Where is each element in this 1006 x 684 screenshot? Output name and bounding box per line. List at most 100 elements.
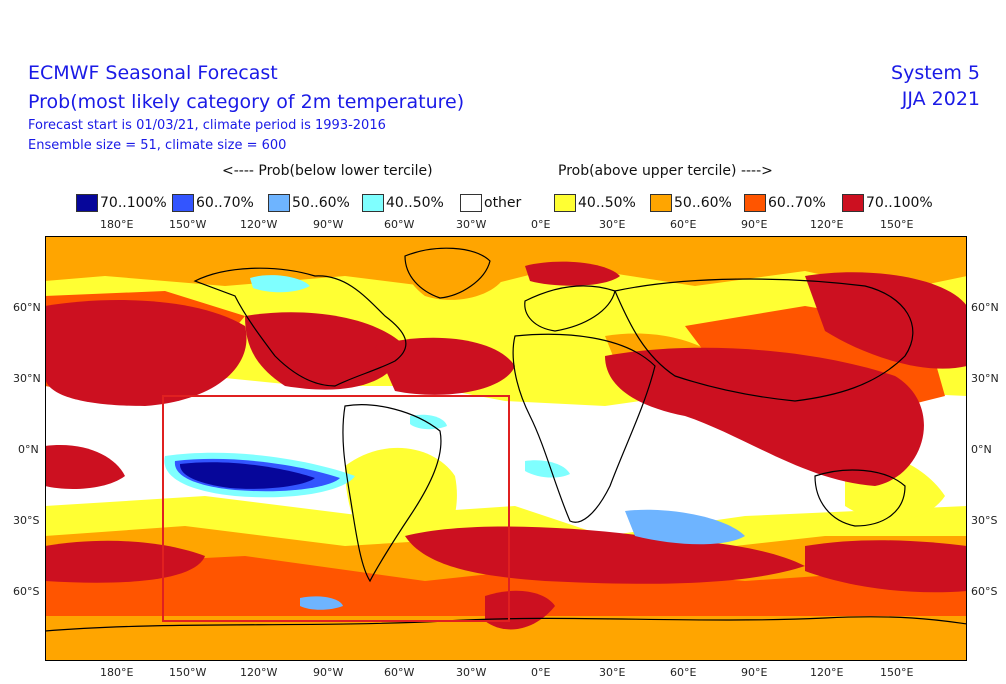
lon-label-bottom: 30°E <box>599 666 626 679</box>
lat-label-left: 30°N <box>13 372 41 385</box>
lat-label-left: 60°S <box>13 585 40 598</box>
anomaly-region <box>805 540 967 593</box>
legend-label: 60..70% <box>768 195 826 211</box>
legend-item: other <box>460 194 521 212</box>
lon-label-bottom: 120°E <box>810 666 844 679</box>
anomaly-region <box>405 526 805 584</box>
lon-label-bottom: 150°W <box>169 666 207 679</box>
lon-label-top: 150°E <box>880 218 914 231</box>
anomaly-region <box>605 347 924 486</box>
legend-item: 70..100% <box>76 194 167 212</box>
legend-item: 60..70% <box>744 194 826 212</box>
coastline-asia <box>614 278 914 402</box>
coastline-south-america <box>342 404 442 583</box>
lon-label-bottom: 180°E <box>100 666 134 679</box>
anomaly-region <box>250 275 310 293</box>
lon-label-top: 60°E <box>670 218 697 231</box>
anomaly-region <box>525 261 620 286</box>
legend-swatch <box>744 194 766 212</box>
lat-label-right: 0°N <box>971 443 992 456</box>
legend-label: 50..60% <box>674 195 732 211</box>
legend-label: 50..60% <box>292 195 350 211</box>
lat-label-right: 60°N <box>971 301 999 314</box>
lon-label-top: 0°E <box>531 218 551 231</box>
anomaly-region <box>375 337 515 395</box>
legend-swatch <box>650 194 672 212</box>
forecast-map <box>45 236 967 661</box>
lat-label-left: 60°N <box>13 301 41 314</box>
anomaly-region <box>525 460 570 478</box>
legend-label: 40..50% <box>386 195 444 211</box>
chart-subtitle: Prob(most likely category of 2m temperat… <box>28 91 465 113</box>
anomaly-region <box>45 540 205 583</box>
lon-label-bottom: 60°W <box>384 666 415 679</box>
lon-label-top: 30°W <box>456 218 487 231</box>
legend-swatch <box>842 194 864 212</box>
map-canvas <box>45 236 967 661</box>
anomaly-region <box>625 509 745 545</box>
legend-swatch <box>268 194 290 212</box>
legend-swatch <box>362 194 384 212</box>
legend-item: 70..100% <box>842 194 933 212</box>
lon-label-bottom: 60°E <box>670 666 697 679</box>
coastline-australia <box>814 469 906 527</box>
lon-label-top: 180°E <box>100 218 134 231</box>
anomaly-region <box>805 272 967 369</box>
lon-label-top: 30°E <box>599 218 626 231</box>
legend-label: other <box>484 195 522 211</box>
legend-label: 70..100% <box>866 195 933 211</box>
lat-label-right: 30°N <box>971 372 999 385</box>
highlight-box <box>162 395 510 622</box>
map-frame <box>45 236 967 661</box>
lon-label-bottom: 120°W <box>240 666 278 679</box>
anomaly-region <box>179 462 315 489</box>
anomaly-region <box>300 596 343 610</box>
coastline-greenland <box>404 247 491 299</box>
chart-title: ECMWF Seasonal Forecast <box>28 62 278 84</box>
legend-item: 40..50% <box>554 194 636 212</box>
lon-label-top: 90°E <box>741 218 768 231</box>
lon-label-top: 120°W <box>240 218 278 231</box>
anomaly-region <box>245 312 405 390</box>
lon-label-bottom: 0°E <box>531 666 551 679</box>
legend-swatch <box>76 194 98 212</box>
anomaly-layer-70-100-above <box>45 261 967 630</box>
anomaly-region <box>45 556 967 616</box>
lat-label-right: 30°S <box>971 514 998 527</box>
lon-label-bottom: 30°W <box>456 666 487 679</box>
legend-above-header: Prob(above upper tercile) ----> <box>558 163 773 179</box>
lon-label-top: 60°W <box>384 218 415 231</box>
lon-label-bottom: 90°W <box>313 666 344 679</box>
legend-item: 50..60% <box>268 194 350 212</box>
season-label: JJA 2021 <box>901 88 980 110</box>
legend-item: 50..60% <box>650 194 732 212</box>
lon-label-top: 90°W <box>313 218 344 231</box>
anomaly-region <box>406 248 505 300</box>
coastline-africa <box>512 333 656 523</box>
coastline-antarctica <box>45 616 967 632</box>
legend-label: 70..100% <box>100 195 167 211</box>
lon-label-bottom: 150°E <box>880 666 914 679</box>
anomaly-region <box>485 590 555 630</box>
anomaly-region <box>45 445 125 489</box>
legend-label: 40..50% <box>578 195 636 211</box>
legend-swatch <box>554 194 576 212</box>
anomaly-layer-below <box>164 275 745 610</box>
coastlines <box>45 247 967 632</box>
system-label: System 5 <box>891 62 980 84</box>
legend-swatch <box>460 194 482 212</box>
legend-below-header: <---- Prob(below lower tercile) <box>222 163 433 179</box>
coastline-north-america <box>193 267 407 387</box>
lat-label-left: 0°N <box>18 443 39 456</box>
lon-label-bottom: 90°E <box>741 666 768 679</box>
forecast-info: Forecast start is 01/03/21, climate peri… <box>28 118 386 133</box>
legend-swatch <box>172 194 194 212</box>
legend-item: 40..50% <box>362 194 444 212</box>
coastline-europe <box>524 285 616 332</box>
ensemble-info: Ensemble size = 51, climate size = 600 <box>28 138 287 153</box>
legend-item: 60..70% <box>172 194 254 212</box>
lon-label-top: 150°W <box>169 218 207 231</box>
legend-label: 60..70% <box>196 195 254 211</box>
lat-label-left: 30°S <box>13 514 40 527</box>
lon-label-top: 120°E <box>810 218 844 231</box>
